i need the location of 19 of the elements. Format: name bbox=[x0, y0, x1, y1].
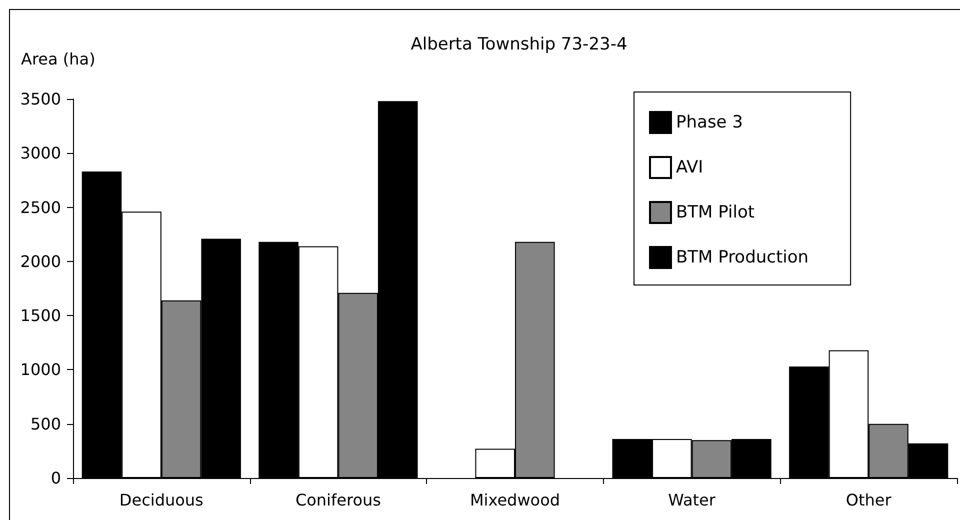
x-tick-label: Water bbox=[668, 490, 716, 510]
y-tick-label: 0 bbox=[50, 468, 61, 488]
y-tick-label: 1500 bbox=[20, 306, 61, 326]
y-tick-label: 500 bbox=[30, 414, 61, 434]
x-tick-label: Deciduous bbox=[119, 490, 204, 510]
legend-label: AVI bbox=[676, 158, 704, 178]
y-tick-label: 2500 bbox=[20, 198, 61, 217]
y-tick-label: 2000 bbox=[20, 252, 61, 271]
x-tick-label: Other bbox=[846, 490, 892, 510]
chart-title: Alberta Township 73-23-4 bbox=[410, 34, 628, 54]
legend-label: BTM Pilot bbox=[676, 202, 755, 222]
legend-label: Phase 3 bbox=[676, 112, 743, 132]
legend-label: BTM Production bbox=[676, 248, 809, 268]
y-tick-label: 3000 bbox=[20, 144, 61, 163]
y-tick-label: 3500 bbox=[20, 90, 61, 108]
y-axis-title: Area (ha) bbox=[21, 50, 96, 68]
x-tick-label: Coniferous bbox=[295, 490, 381, 510]
x-tick-label: Mixedwood bbox=[470, 490, 560, 510]
y-tick-label: 1000 bbox=[20, 360, 61, 380]
